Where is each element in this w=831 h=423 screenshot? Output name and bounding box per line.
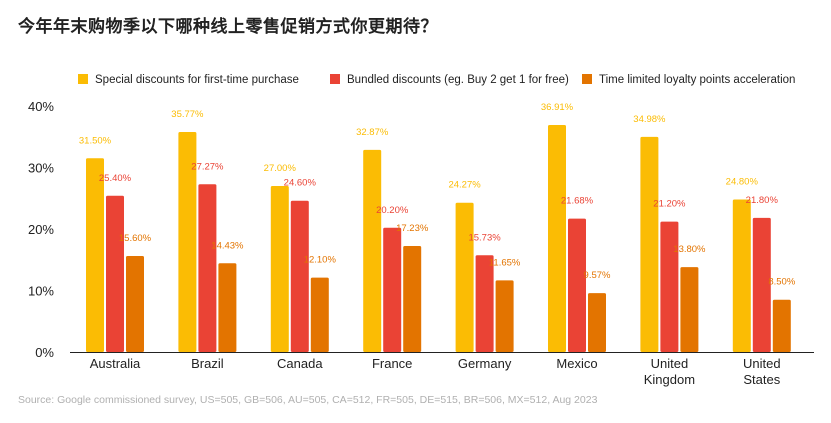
bar — [178, 132, 197, 352]
data-label: 13.80% — [673, 244, 706, 255]
data-label: 17.23% — [396, 223, 429, 234]
data-label: 32.87% — [356, 127, 389, 138]
data-label: 36.91% — [541, 102, 574, 113]
data-label: 12.10% — [304, 255, 337, 266]
category-label: France — [372, 356, 412, 371]
bar — [548, 125, 566, 352]
data-label: 27.27% — [191, 161, 224, 172]
bar — [106, 195, 124, 352]
y-tick-label: 20% — [28, 222, 54, 237]
category-label: United — [743, 356, 781, 371]
data-label: 8.50% — [768, 277, 795, 288]
bar — [290, 200, 309, 352]
data-label: 15.60% — [119, 233, 152, 244]
data-label: 24.80% — [726, 176, 759, 187]
data-label: 9.57% — [584, 270, 611, 281]
bar — [310, 277, 329, 352]
bar — [455, 202, 474, 352]
data-label: 15.73% — [468, 232, 501, 243]
data-label: 20.20% — [376, 205, 409, 216]
category-label: Kingdom — [644, 372, 695, 387]
data-label: 14.43% — [211, 240, 244, 251]
legend-swatch — [582, 74, 592, 84]
legend-label: Bundled discounts (eg. Buy 2 get 1 for f… — [347, 74, 569, 86]
bar — [198, 184, 217, 352]
bar — [640, 136, 659, 352]
data-label: 21.80% — [746, 195, 779, 206]
bar — [732, 199, 751, 352]
category-label: Brazil — [191, 356, 224, 371]
bar — [403, 246, 422, 352]
category-label: States — [743, 372, 780, 387]
bar — [126, 256, 144, 352]
data-label: 11.65% — [489, 257, 521, 268]
bar — [218, 263, 237, 352]
y-tick-label: 30% — [28, 161, 54, 176]
bar — [772, 299, 791, 352]
legend-label: Time limited loyalty points acceleration — [599, 74, 795, 86]
data-label: 27.00% — [264, 163, 297, 174]
chart-title: 今年年末购物季以下哪种线上零售促销方式你更期待？ — [18, 17, 438, 37]
bar — [363, 149, 382, 352]
data-label: 24.60% — [284, 178, 317, 189]
data-label: 34.98% — [633, 114, 666, 125]
y-tick-label: 10% — [28, 284, 54, 299]
bar — [568, 218, 586, 352]
bar — [270, 185, 289, 352]
y-tick-label: 40% — [28, 99, 54, 114]
bar — [495, 280, 514, 352]
bar — [383, 227, 402, 352]
data-label: 35.77% — [171, 109, 204, 120]
category-label: United — [651, 356, 689, 371]
bar — [86, 158, 104, 352]
legend-swatch — [78, 74, 88, 84]
bar — [680, 267, 699, 352]
category-label: Australia — [90, 356, 141, 371]
category-label: Mexico — [556, 356, 597, 371]
data-label: 25.40% — [99, 173, 132, 184]
legend-swatch — [330, 74, 340, 84]
legend-label: Special discounts for first-time purchas… — [95, 74, 299, 86]
data-label: 31.50% — [79, 135, 112, 146]
bar — [475, 255, 494, 352]
data-label: 21.20% — [653, 199, 686, 210]
source-note: Source: Google commissioned survey, US=5… — [18, 394, 598, 406]
y-tick-label: 0% — [35, 345, 54, 360]
data-label: 24.27% — [448, 180, 481, 191]
bar — [588, 293, 606, 352]
category-label: Canada — [277, 356, 323, 371]
category-label: Germany — [458, 356, 512, 371]
bar — [752, 217, 771, 352]
data-label: 21.68% — [561, 196, 594, 207]
bar — [660, 221, 679, 352]
